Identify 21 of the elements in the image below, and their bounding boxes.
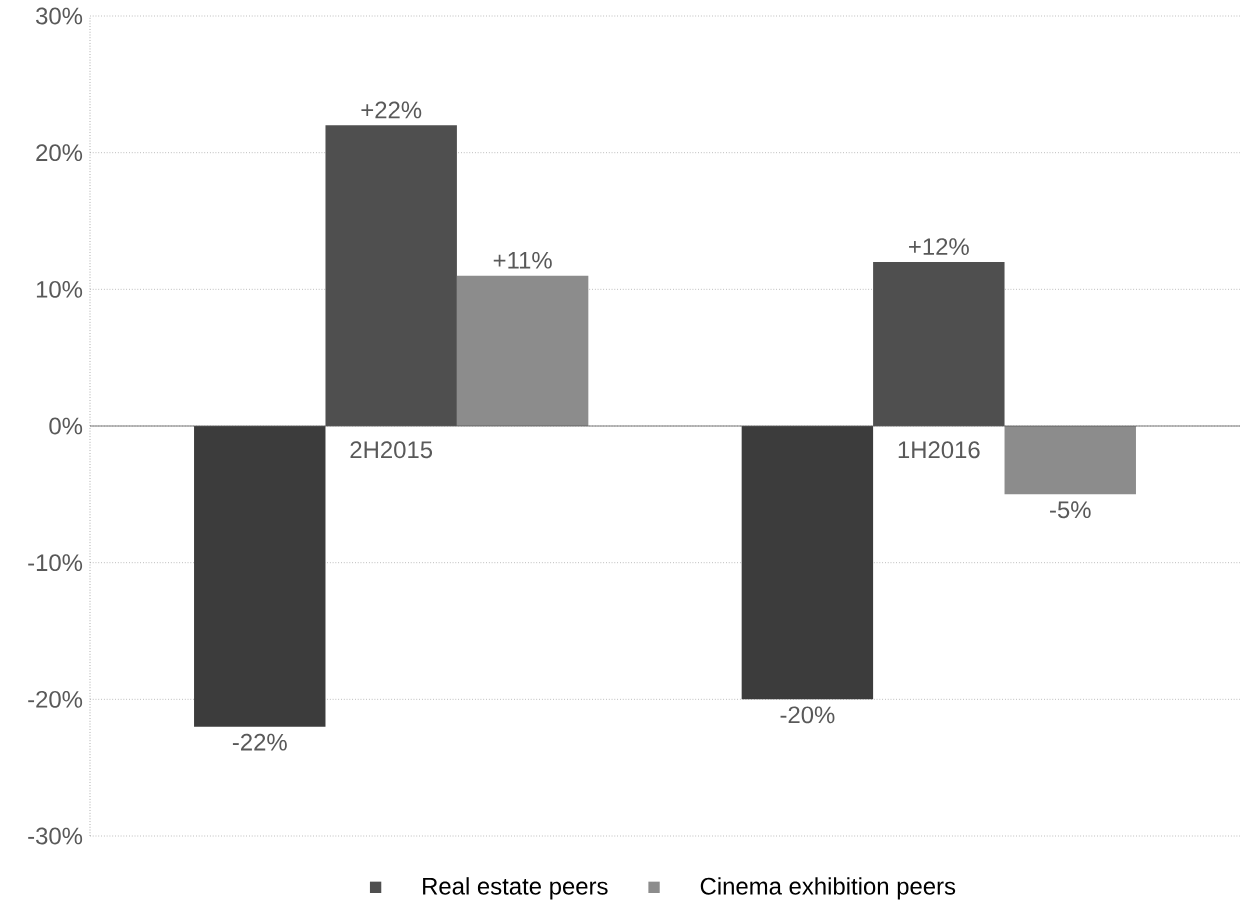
y-tick-label: 20%	[36, 144, 83, 162]
y-tick-label: -20%	[28, 690, 83, 708]
data-label: -22%	[232, 733, 287, 751]
data-label: +12%	[909, 238, 969, 255]
y-tick-label: 10%	[36, 280, 83, 298]
y-tick-label: 30%	[36, 7, 83, 25]
data-label: -20%	[780, 706, 835, 724]
bar	[741, 426, 874, 700]
bar	[194, 426, 326, 727]
y-tick-label: 0%	[49, 417, 83, 435]
legend-label: Real estate peers	[423, 877, 608, 900]
bar	[456, 275, 589, 426]
y-tick-label: -30%	[28, 827, 83, 845]
x-tick-label: 1H2016	[898, 441, 980, 459]
data-label: +11%	[493, 251, 552, 269]
y-tick-label: -10%	[28, 554, 83, 572]
legend-label: Cinema exhibition peers	[700, 877, 956, 900]
x-tick-label: 2H2015	[350, 441, 433, 459]
bar	[1004, 426, 1136, 495]
data-label: -5%	[1050, 501, 1091, 519]
data-label: +22%	[361, 101, 422, 119]
